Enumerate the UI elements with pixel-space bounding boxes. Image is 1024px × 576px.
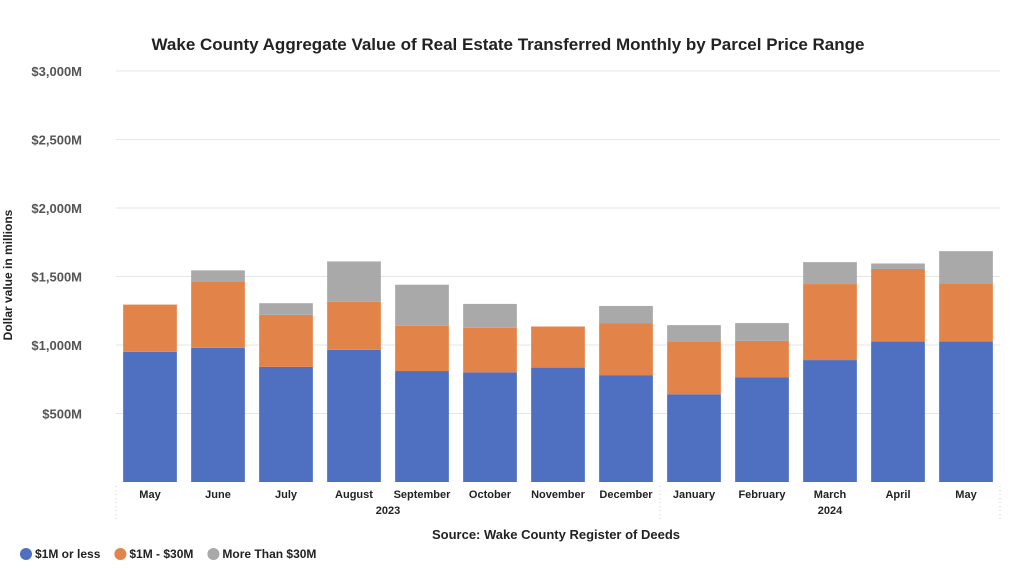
bar-segment — [395, 284, 449, 326]
bar-segment — [123, 304, 177, 352]
year-label: 2023 — [376, 505, 400, 517]
legend-marker — [207, 548, 220, 560]
bar-segment — [599, 375, 653, 482]
y-tick-label: $1,500M — [31, 270, 82, 285]
bar-segment — [871, 263, 925, 269]
x-axis-ticks: May June July August September October Novembe… — [139, 489, 977, 501]
bar-segment — [259, 366, 313, 482]
y-tick-label: $500M — [42, 407, 82, 422]
bar-segment — [531, 326, 585, 368]
y-tick-label: $1,000M — [31, 338, 82, 353]
legend: $1M or less $1M - $30M More Than $30M — [20, 547, 316, 561]
legend-marker — [20, 548, 32, 560]
legend-label: $1M or less — [35, 547, 101, 561]
bar-segment — [259, 314, 313, 367]
bar-segment — [803, 360, 857, 482]
x-tick-label: December — [599, 489, 653, 501]
x-tick-label: July — [275, 489, 298, 501]
x-tick-label: April — [885, 489, 910, 501]
bar-segment — [871, 341, 925, 482]
bar-segment — [667, 394, 721, 482]
bar-segment — [327, 301, 381, 350]
bar-segment — [395, 371, 449, 482]
x-tick-label: May — [139, 489, 161, 501]
y-axis-label: Dollar value in millions — [1, 209, 15, 340]
bar-segment — [667, 341, 721, 395]
bar-segment — [599, 305, 653, 324]
bar-segment — [599, 323, 653, 376]
bar-segment — [327, 261, 381, 302]
y-tick-label: $2,500M — [31, 133, 82, 148]
bar-segment — [871, 268, 925, 342]
legend-marker — [114, 548, 127, 560]
bar-segment — [803, 284, 857, 361]
bar-segment — [123, 351, 177, 482]
chart-title: Wake County Aggregate Value of Real Esta… — [152, 35, 865, 54]
legend-label: More Than $30M — [222, 547, 316, 561]
bar-segment — [939, 283, 993, 342]
bar-segment — [735, 377, 789, 482]
x-tick-label: September — [394, 489, 452, 501]
x-tick-label: January — [673, 489, 716, 501]
bar-segment — [259, 303, 313, 315]
bar-segment — [939, 251, 993, 284]
x-tick-label: November — [531, 489, 586, 501]
bar-segment — [191, 347, 245, 482]
bar-segment — [735, 340, 789, 378]
bar-segment — [191, 281, 245, 348]
bar-segment — [395, 325, 449, 372]
bar-segment — [939, 341, 993, 482]
y-tick-label: $3,000M — [31, 64, 82, 79]
legend-label: $1M - $30M — [129, 547, 193, 561]
x-tick-label: February — [738, 489, 786, 501]
year-label: 2024 — [818, 505, 843, 517]
bar-segment — [191, 270, 245, 282]
bars — [123, 251, 993, 482]
bar-segment — [463, 303, 517, 328]
x-tick-label: August — [335, 489, 373, 501]
bar-segment — [327, 349, 381, 482]
bar-segment — [463, 372, 517, 482]
bar-segment — [667, 325, 721, 342]
source-label: Source: Wake County Register of Deeds — [432, 527, 680, 542]
bar-segment — [803, 262, 857, 285]
bar-segment — [463, 327, 517, 373]
year-groups: 2023 2024 — [115, 486, 1001, 520]
x-tick-label: March — [814, 489, 847, 501]
x-tick-label: October — [469, 489, 512, 501]
bar-segment — [531, 367, 585, 482]
x-tick-label: June — [205, 489, 231, 501]
y-axis-ticks: $500M $1,000M $1,500M $2,000M $2,500M $3,000M — [31, 64, 82, 422]
bar-segment — [735, 323, 789, 341]
x-tick-label: May — [955, 489, 977, 501]
y-tick-label: $2,000M — [31, 201, 82, 216]
